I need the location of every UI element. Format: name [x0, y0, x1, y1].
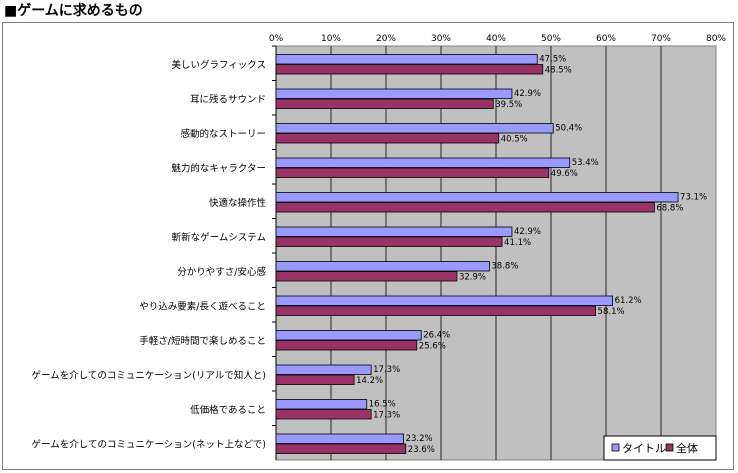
data-label: 50.4% — [555, 124, 582, 134]
category-label: 美しいグラフィックス — [171, 59, 266, 71]
data-label: 17.3% — [373, 365, 400, 375]
category-label: ゲームを介してのコミュニケーション(リアルで知人と) — [31, 369, 266, 381]
data-label: 40.5% — [501, 135, 528, 145]
category-label: ゲームを介してのコミュニケーション(ネット上などで) — [32, 438, 266, 450]
legend-swatch — [665, 443, 674, 452]
bar-series-all — [275, 443, 407, 454]
bar-series-title — [275, 364, 372, 375]
bar-series-all — [275, 236, 503, 247]
data-label: 47.5% — [539, 55, 566, 65]
x-tick-label: 50% — [541, 34, 561, 44]
data-label: 53.4% — [572, 158, 599, 168]
data-label: 42.9% — [514, 227, 541, 237]
bar-series-all — [275, 271, 458, 282]
data-label: 23.6% — [408, 445, 435, 455]
data-label: 14.2% — [356, 376, 383, 386]
bar-series-all — [275, 305, 596, 316]
data-label: 25.6% — [419, 342, 446, 352]
bar-series-title — [275, 123, 554, 134]
bar-series-title — [275, 88, 513, 99]
bar-series-all — [275, 409, 372, 420]
category-label: 低価格であること — [190, 404, 266, 416]
data-label: 41.1% — [504, 238, 531, 248]
data-label: 26.4% — [423, 331, 450, 341]
bar-series-title — [275, 330, 422, 341]
x-tick-label: 60% — [596, 34, 616, 44]
x-tick-label: 30% — [431, 34, 451, 44]
bar-series-all — [275, 340, 418, 351]
data-label: 61.2% — [615, 296, 642, 306]
category-label: やり込み要素/長く遊べること — [139, 300, 266, 312]
bar-series-all — [275, 98, 494, 109]
x-tick-label: 70% — [651, 34, 671, 44]
category-label: 耳に残るサウンド — [190, 93, 266, 105]
bar-series-all — [275, 374, 355, 385]
page-title: ■ゲームに求めるもの — [4, 3, 143, 19]
data-label: 17.3% — [373, 411, 400, 421]
data-label: 23.2% — [406, 434, 433, 444]
data-label: 49.6% — [551, 169, 578, 179]
bar-series-all — [275, 133, 500, 144]
data-label: 58.1% — [598, 307, 625, 317]
data-label: 42.9% — [514, 89, 541, 99]
category-label: 快適な操作性 — [209, 197, 267, 209]
x-tick-label: 80% — [706, 34, 726, 44]
data-label: 68.8% — [656, 204, 683, 214]
category-label: 手軽さ/短時間で楽しめること — [139, 335, 266, 347]
bar-series-title — [275, 192, 679, 203]
data-label: 48.5% — [545, 66, 572, 76]
legend — [603, 435, 717, 461]
x-tick-label: 20% — [376, 34, 396, 44]
legend-swatch — [611, 443, 620, 452]
legend-label: 全体 — [676, 441, 698, 455]
bar-series-all — [275, 64, 544, 75]
category-label: 感動的なストーリー — [180, 128, 266, 140]
data-label: 38.8% — [491, 262, 518, 272]
data-label: 73.1% — [680, 193, 707, 203]
bar-series-title — [275, 261, 490, 272]
bar-series-title — [275, 226, 513, 237]
data-label: 32.9% — [459, 273, 486, 283]
category-label: 分かりやすさ/安心感 — [177, 266, 266, 278]
x-tick-label: 40% — [486, 34, 506, 44]
bar-series-all — [275, 167, 550, 178]
bar-series-title — [275, 399, 368, 410]
data-label: 16.5% — [369, 400, 396, 410]
x-tick-label: 10% — [321, 34, 341, 44]
category-label: 斬新なゲームシステム — [172, 231, 266, 243]
bar-series-title — [275, 433, 404, 444]
bar-series-title — [275, 295, 614, 306]
bar-series-all — [275, 202, 655, 213]
bar-series-title — [275, 54, 538, 65]
data-label: 39.5% — [495, 100, 522, 110]
legend-label: タイトル — [622, 442, 666, 455]
category-label: 魅力的なキャラクター — [171, 162, 266, 174]
x-tick-label: 0% — [269, 34, 284, 44]
bar-series-title — [275, 157, 571, 168]
